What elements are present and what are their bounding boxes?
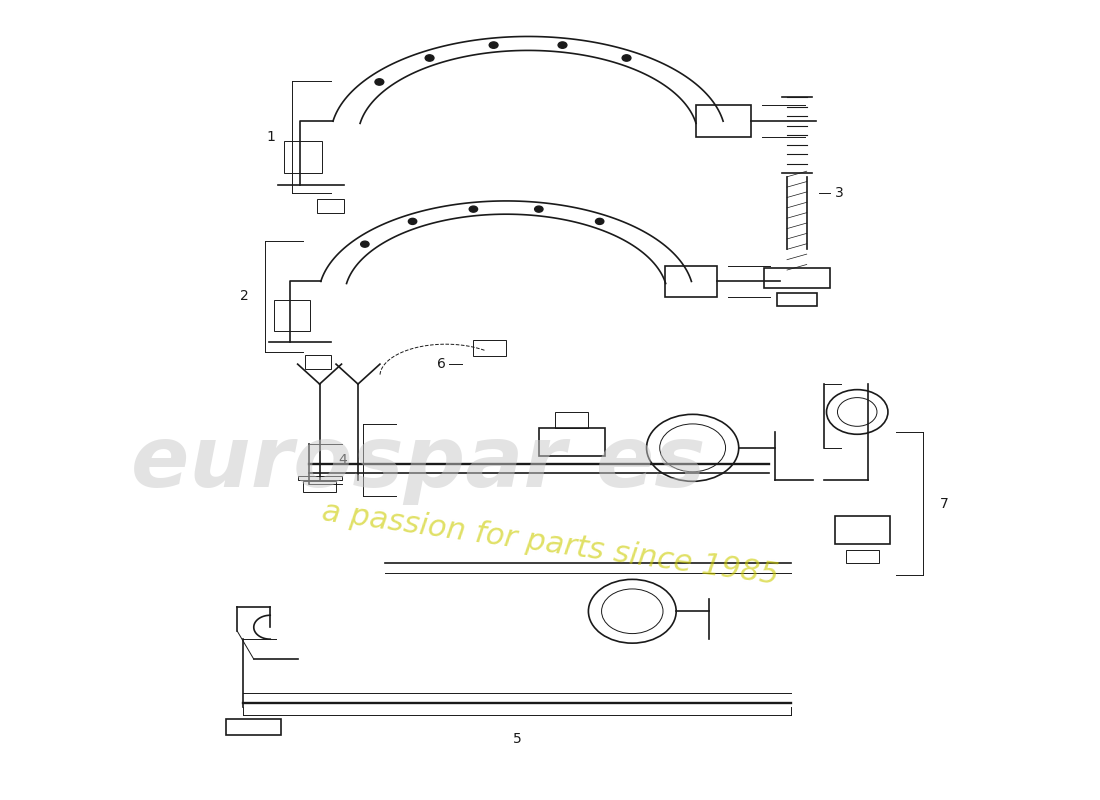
Text: 6: 6 <box>437 357 446 371</box>
Text: 2: 2 <box>240 290 249 303</box>
Circle shape <box>408 218 417 225</box>
Text: 5: 5 <box>513 732 521 746</box>
Text: 3: 3 <box>835 186 844 200</box>
Circle shape <box>490 42 498 48</box>
Circle shape <box>595 218 604 225</box>
Text: 7: 7 <box>939 497 948 510</box>
Text: 1: 1 <box>267 130 276 144</box>
Text: a passion for parts since 1985: a passion for parts since 1985 <box>320 497 780 590</box>
Text: eurospar es: eurospar es <box>131 422 705 506</box>
Circle shape <box>558 42 566 48</box>
Circle shape <box>623 55 631 61</box>
Circle shape <box>361 241 368 247</box>
Circle shape <box>470 206 477 212</box>
Text: 4: 4 <box>339 453 346 466</box>
Circle shape <box>375 78 384 85</box>
Circle shape <box>426 55 434 61</box>
Circle shape <box>535 206 543 212</box>
